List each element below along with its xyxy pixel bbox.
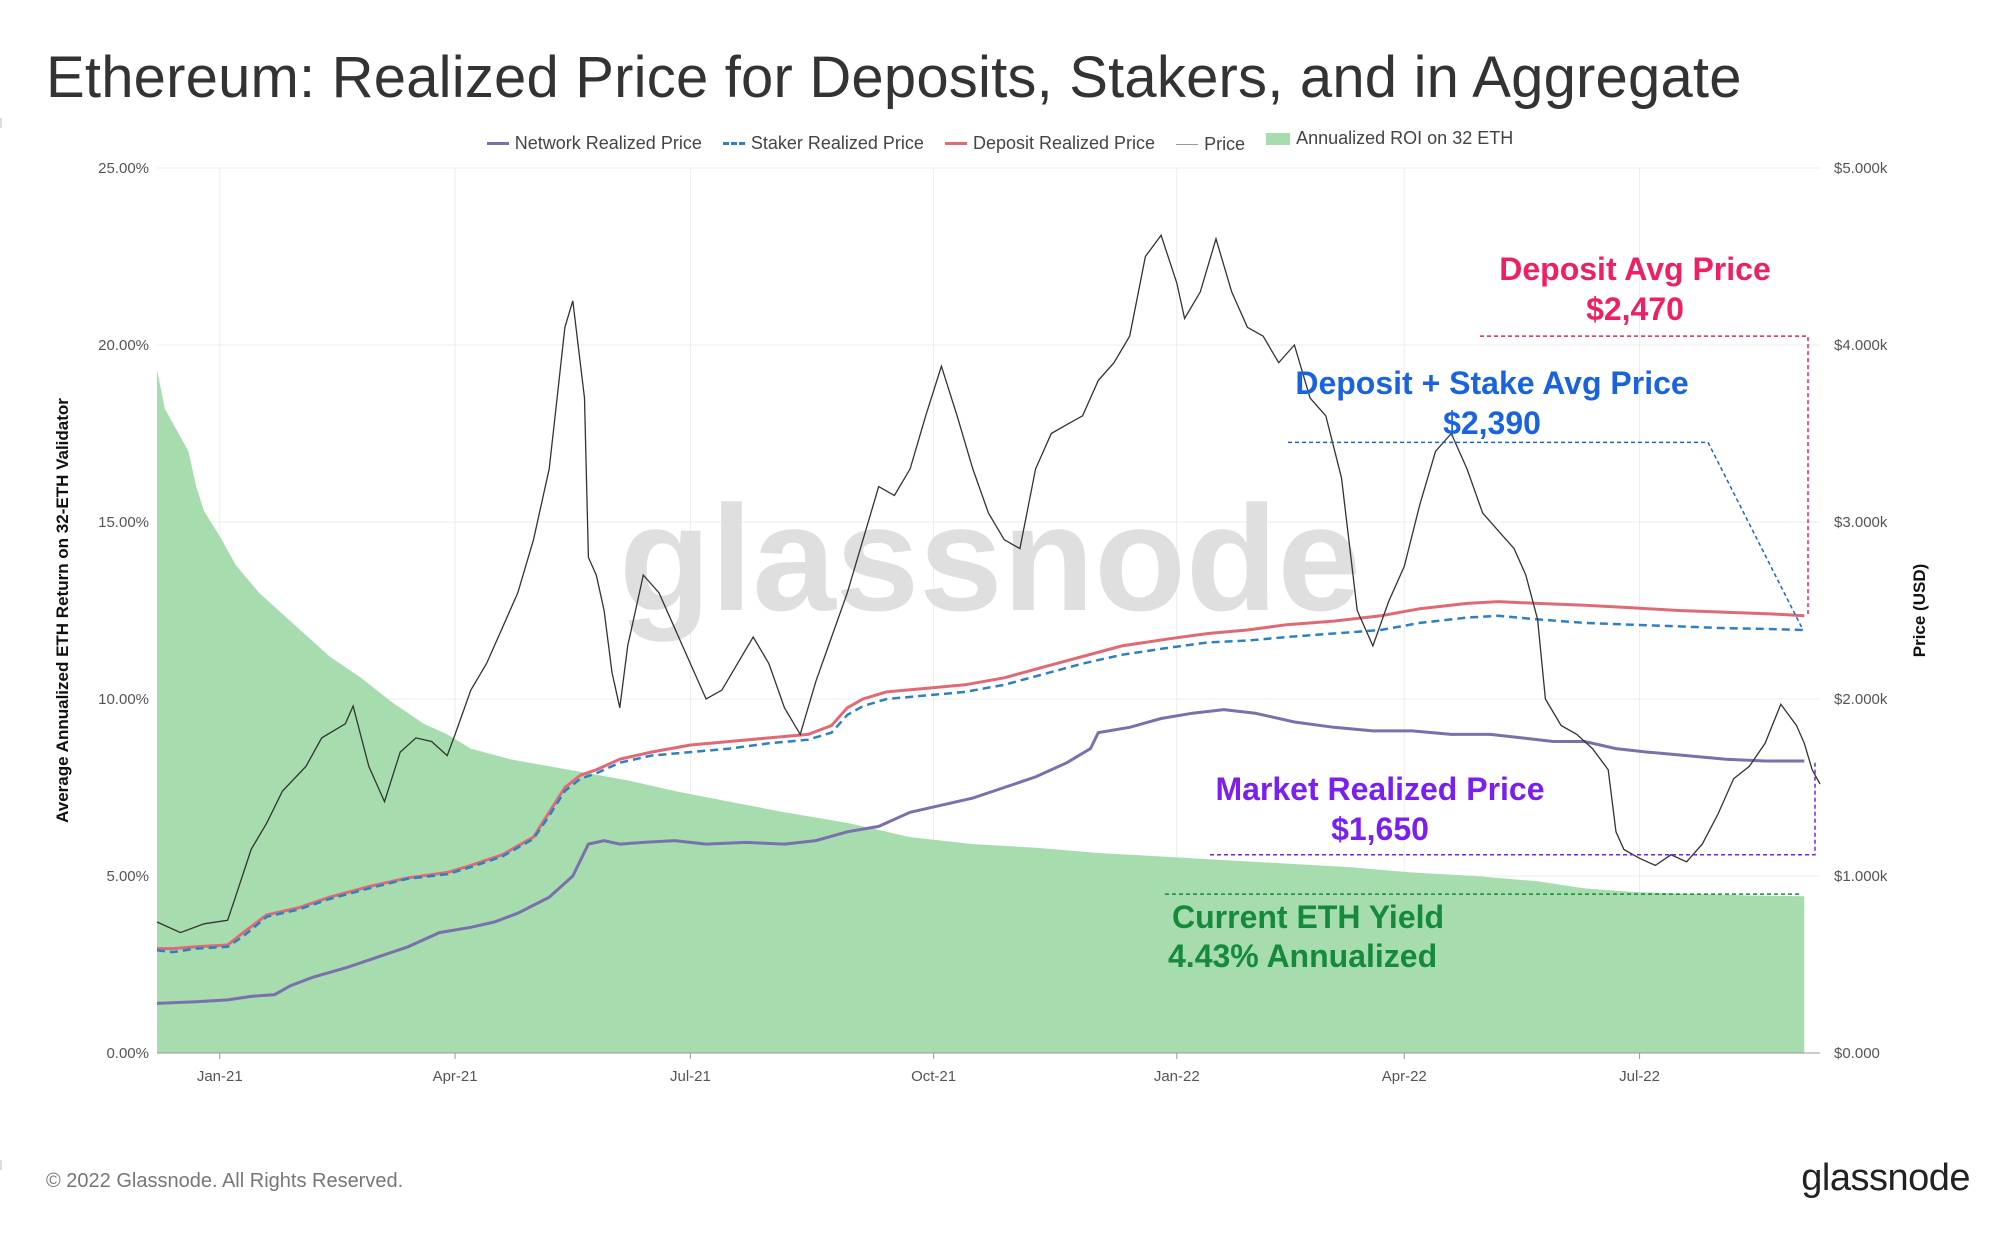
- y-left-tick-label: 10.00%: [98, 691, 149, 708]
- legend-item-price[interactable]: Price: [1176, 134, 1245, 155]
- y-left-tick-label: 0.00%: [106, 1045, 149, 1062]
- annotations: Deposit Avg Price $2,470 Deposit + Stake A…: [1165, 251, 1816, 974]
- legend-label-staker: Staker Realized Price: [750, 132, 924, 153]
- legend-swatch-deposit: [944, 141, 967, 145]
- corner-mark-top: [0, 118, 2, 128]
- y-left-tick-label: 5.00%: [106, 868, 149, 885]
- y-right-tick-label: $3.000k: [1834, 514, 1888, 531]
- market-realized-guide: [1210, 760, 1816, 856]
- legend-swatch-network: [486, 141, 509, 145]
- deposit-avg-label: Deposit Avg Price: [1499, 251, 1770, 287]
- legend-label-roi: Annualized ROI on 32 ETH: [1296, 128, 1514, 148]
- y-left-tick-label: 20.00%: [98, 337, 149, 354]
- legend-label-network: Network Realized Price: [514, 132, 702, 153]
- y-right-tick-label: $0.000: [1834, 1045, 1880, 1062]
- x-tick-label: Apr-21: [433, 1068, 478, 1085]
- market-realized-label: Market Realized Price: [1215, 771, 1544, 807]
- stake-avg-label: Deposit + Stake Avg Price: [1295, 365, 1688, 401]
- y-right-tick-label: $1.000k: [1834, 868, 1888, 885]
- y-right-tick-label: $4.000k: [1834, 337, 1888, 354]
- corner-mark-bottom: [0, 1160, 2, 1170]
- price-line: [156, 233, 1821, 934]
- copyright-footer: © 2022 Glassnode. All Rights Reserved.: [46, 1170, 404, 1192]
- stake-avg-guide: [1288, 441, 1804, 631]
- stake-avg-value: $2,390: [1443, 405, 1541, 441]
- y-left-tick-label: 15.00%: [98, 514, 149, 531]
- x-tick-label: Oct-21: [911, 1068, 956, 1085]
- roi-area: [157, 369, 1805, 1053]
- legend-swatch-roi: [1266, 132, 1291, 145]
- eth-yield-label: Current ETH Yield: [1172, 899, 1444, 935]
- legend-item-roi[interactable]: Annualized ROI on 32 ETH: [1266, 128, 1513, 149]
- legend-label-price: Price: [1204, 133, 1246, 154]
- eth-yield-value: 4.43% Annualized: [1168, 938, 1437, 974]
- legend-item-deposit[interactable]: Deposit Realized Price: [944, 132, 1156, 154]
- x-tick-label: Jul-22: [1619, 1068, 1660, 1085]
- deposit-avg-guide: [1480, 335, 1809, 616]
- deposit-realized-line: [157, 600, 1805, 951]
- legend-swatch-price: [1176, 143, 1199, 145]
- y-right-axis-title: Price (USD): [1910, 564, 1929, 658]
- x-tick-label: Jan-21: [197, 1068, 243, 1085]
- y-right-tick-label: $2.000k: [1834, 691, 1888, 708]
- deposit-avg-value: $2,470: [1586, 291, 1684, 327]
- brand-logo-text[interactable]: glassnode: [1801, 1157, 1970, 1199]
- staker-realized-line: [156, 614, 1805, 954]
- y-left-axis-title: Average Annualized ETH Return on 32-ETH …: [53, 398, 72, 823]
- market-realized-value: $1,650: [1331, 811, 1429, 847]
- watermark: glassnode: [619, 474, 1361, 642]
- roi-area-layer: [157, 369, 1805, 1053]
- x-tick-label: Jan-22: [1154, 1068, 1200, 1085]
- x-tick-label: Jul-21: [670, 1068, 711, 1085]
- y-right-tick-label: $5.000k: [1834, 160, 1888, 177]
- legend-swatch-staker: [722, 141, 745, 145]
- legend-label-deposit: Deposit Realized Price: [972, 132, 1156, 153]
- chart-legend: Network Realized Price Staker Realized P…: [0, 128, 2000, 155]
- network-realized-line: [156, 708, 1805, 1005]
- x-tick-label: Apr-22: [1382, 1068, 1427, 1085]
- legend-item-network[interactable]: Network Realized Price: [486, 132, 702, 154]
- legend-item-staker[interactable]: Staker Realized Price: [722, 132, 924, 154]
- y-left-tick-label: 25.00%: [98, 160, 149, 177]
- chart-title: Ethereum: Realized Price for Deposits, S…: [46, 45, 1742, 110]
- axes: 0.00% $0.000 5.00% $1.000k 10.00% $2.000k 15.0…: [53, 160, 1929, 1085]
- series-lines-layer: [156, 233, 1821, 1005]
